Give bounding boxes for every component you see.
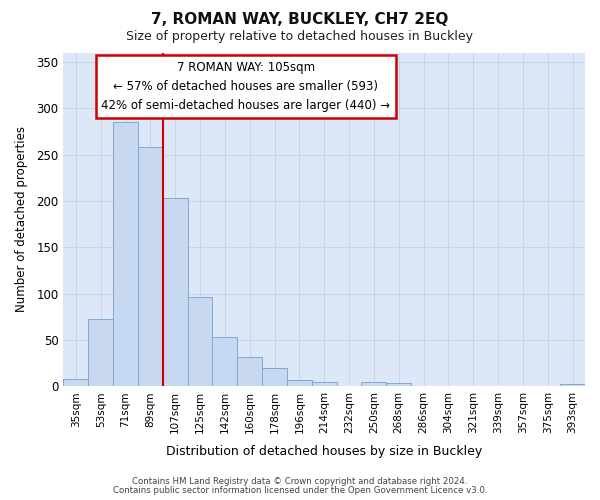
Bar <box>188 298 212 386</box>
X-axis label: Distribution of detached houses by size in Buckley: Distribution of detached houses by size … <box>166 444 482 458</box>
Bar <box>361 382 386 386</box>
Bar <box>88 318 113 386</box>
Text: 7 ROMAN WAY: 105sqm
← 57% of detached houses are smaller (593)
42% of semi-detac: 7 ROMAN WAY: 105sqm ← 57% of detached ho… <box>101 61 391 112</box>
Text: Size of property relative to detached houses in Buckley: Size of property relative to detached ho… <box>127 30 473 43</box>
Bar <box>237 356 262 386</box>
Y-axis label: Number of detached properties: Number of detached properties <box>15 126 28 312</box>
Text: 7, ROMAN WAY, BUCKLEY, CH7 2EQ: 7, ROMAN WAY, BUCKLEY, CH7 2EQ <box>151 12 449 28</box>
Bar <box>386 382 411 386</box>
Bar <box>163 198 188 386</box>
Bar <box>560 384 585 386</box>
Bar <box>64 379 88 386</box>
Bar <box>138 147 163 386</box>
Text: Contains public sector information licensed under the Open Government Licence v3: Contains public sector information licen… <box>113 486 487 495</box>
Bar <box>262 368 287 386</box>
Bar <box>312 382 337 386</box>
Bar <box>212 337 237 386</box>
Text: Contains HM Land Registry data © Crown copyright and database right 2024.: Contains HM Land Registry data © Crown c… <box>132 477 468 486</box>
Bar <box>113 122 138 386</box>
Bar <box>287 380 312 386</box>
